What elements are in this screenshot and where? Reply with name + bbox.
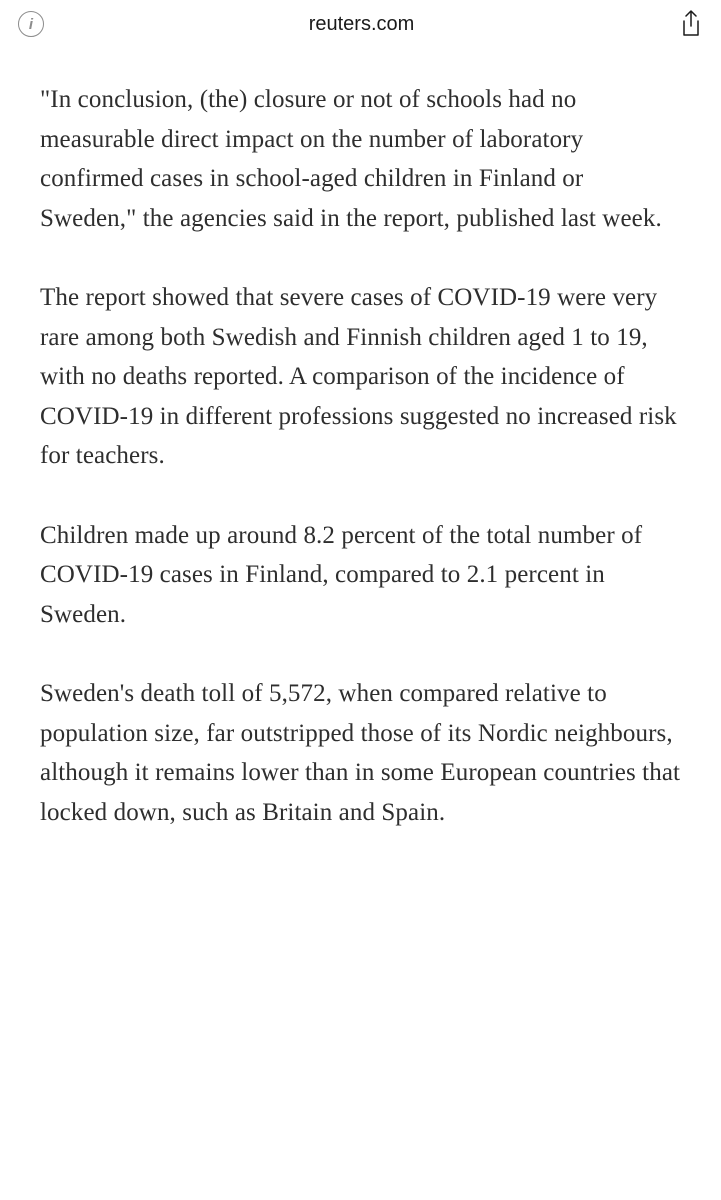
url-display[interactable]: reuters.com <box>309 13 415 36</box>
info-icon[interactable]: i <box>18 11 44 37</box>
share-icon[interactable] <box>679 10 703 38</box>
article-paragraph: "In conclusion, (the) closure or not of … <box>40 80 681 238</box>
article-paragraph: Children made up around 8.2 percent of t… <box>40 516 681 635</box>
browser-address-bar: i reuters.com <box>0 0 721 48</box>
article-paragraph: The report showed that severe cases of C… <box>40 278 681 476</box>
article-paragraph: Sweden's death toll of 5,572, when compa… <box>40 674 681 832</box>
article-body: "In conclusion, (the) closure or not of … <box>0 48 721 832</box>
